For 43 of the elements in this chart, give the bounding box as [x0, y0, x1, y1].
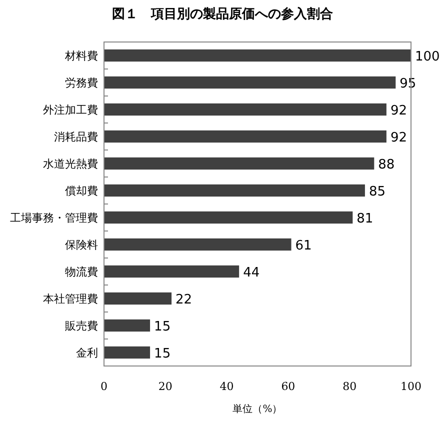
bar [104, 103, 386, 116]
bar [104, 292, 172, 305]
y-tick-label: 材料費 [64, 50, 98, 62]
bar [104, 76, 396, 89]
y-tick-label: 保険料 [65, 238, 98, 252]
x-tick-label: 100 [400, 380, 422, 393]
data-label: 44 [243, 266, 260, 280]
x-tick-label: 80 [342, 380, 357, 393]
y-tick-label: 労務費 [65, 76, 98, 90]
x-tick-label: 20 [158, 380, 172, 393]
bar [104, 265, 240, 278]
y-tick-label: 本社管理費 [43, 292, 98, 306]
data-label: 100 [415, 50, 440, 64]
data-label: 88 [378, 158, 395, 172]
x-tick-label: 60 [281, 380, 296, 393]
data-label: 92 [390, 104, 407, 118]
y-tick-label: 外注加工費 [43, 104, 98, 116]
data-label: 15 [154, 320, 171, 334]
bar [104, 184, 365, 197]
bar [104, 211, 353, 224]
bar [104, 319, 150, 332]
x-axis-title: 単位（%） [232, 403, 282, 415]
y-tick-label: 償却費 [65, 184, 98, 198]
bar [104, 238, 292, 251]
bar [104, 49, 411, 62]
data-label: 15 [154, 346, 171, 362]
bar [104, 157, 374, 170]
data-label: 81 [356, 212, 374, 226]
data-label: 92 [390, 130, 407, 146]
x-tick-label: 40 [220, 380, 234, 393]
data-label: 61 [295, 238, 312, 254]
data-label: 22 [176, 292, 192, 308]
y-tick-label: 物流費 [65, 266, 98, 278]
y-tick-label: 販売費 [65, 320, 98, 332]
y-tick-label: 金利 [76, 346, 98, 360]
y-tick-label: 消耗品費 [54, 130, 98, 144]
y-tick-label: 工場事務・管理費 [10, 212, 98, 224]
chart-title: 図１ 項目別の製品原価への参入割合 [112, 6, 333, 22]
bar [104, 346, 150, 359]
bar [104, 130, 386, 143]
y-tick-label: 水道光熱費 [43, 158, 98, 170]
x-tick-label: 0 [100, 380, 108, 393]
data-label: 85 [368, 184, 386, 200]
